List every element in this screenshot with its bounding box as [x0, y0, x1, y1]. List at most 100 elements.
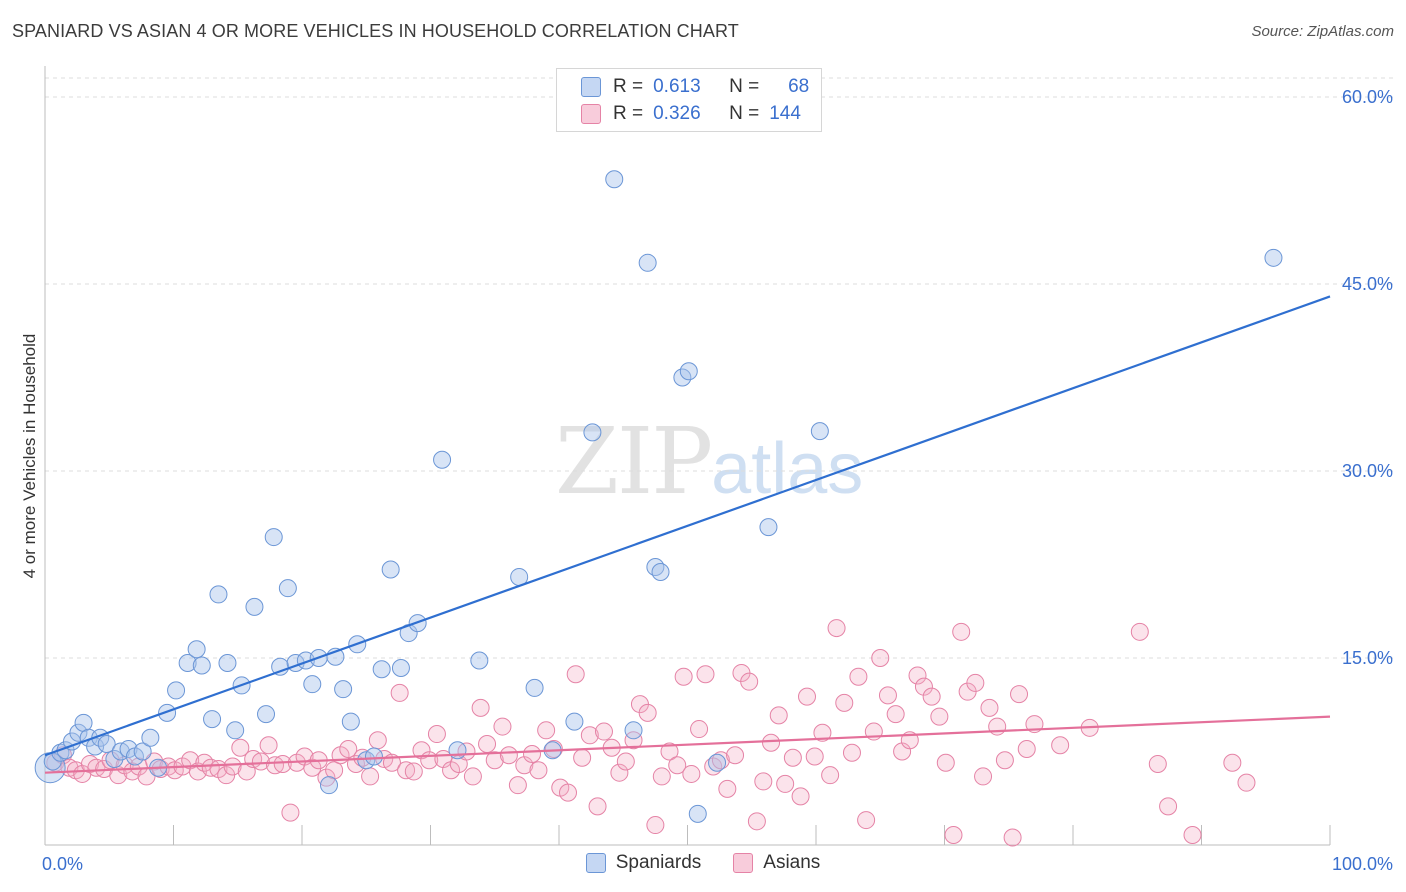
legend-item-asians[interactable]: Asians — [733, 852, 820, 874]
spaniard-point — [271, 657, 290, 676]
asian-point — [674, 667, 693, 686]
spaniard-point — [209, 585, 228, 604]
spaniard-point — [448, 741, 467, 760]
spaniard-point — [278, 579, 297, 598]
x-tick-label: 0.0% — [42, 854, 83, 874]
legend-r-value: 0.613 — [653, 76, 701, 97]
asian-point — [914, 677, 933, 696]
asian-point — [259, 736, 278, 755]
asian-point — [523, 744, 542, 763]
asian-point — [537, 721, 556, 740]
asian-point — [682, 764, 701, 783]
asian-point — [690, 720, 709, 739]
asian-point — [471, 698, 490, 717]
asian-point — [878, 686, 897, 705]
legend-swatch-asians — [581, 104, 601, 124]
asian-point — [871, 649, 890, 667]
legend-n-value: 68 — [788, 76, 810, 97]
asian-point — [646, 816, 665, 835]
asian-point — [835, 693, 854, 712]
asian-point — [1148, 754, 1167, 773]
asian-point — [281, 803, 300, 822]
spaniard-point — [605, 170, 624, 189]
asian-point — [936, 753, 955, 772]
asian-point — [390, 683, 409, 702]
asian-point — [776, 774, 795, 793]
asian-point — [624, 731, 643, 750]
asian-point — [769, 706, 788, 725]
legend-row-asians: R = 0.326 N = 144 — [581, 101, 809, 127]
spaniard-point — [226, 721, 245, 740]
legend-n-value: 144 — [769, 103, 801, 124]
spaniard-point — [679, 362, 698, 381]
asian-point — [1130, 622, 1149, 641]
asian-point — [922, 687, 941, 706]
spaniard-point — [708, 753, 727, 772]
asian-point — [740, 672, 759, 691]
asian-point — [849, 667, 868, 686]
asian-point — [463, 767, 482, 786]
spaniard-point — [303, 675, 322, 694]
asian-point — [660, 742, 679, 761]
asian-point — [273, 754, 292, 773]
asian-point — [361, 767, 380, 786]
spaniard-point — [565, 712, 584, 731]
asian-point — [1223, 753, 1242, 772]
asian-point — [580, 726, 599, 745]
watermark-zip: ZIP — [555, 408, 713, 515]
gridlines — [45, 77, 1394, 659]
legend-row-spaniards: R = 0.613 N = 68 — [581, 74, 809, 100]
spaniard-point — [245, 597, 264, 616]
asian-point — [791, 787, 810, 806]
spaniard-point — [688, 804, 707, 823]
asian-point — [988, 717, 1007, 736]
spaniards-label: Spaniards — [615, 852, 702, 873]
spaniard-point — [334, 680, 353, 699]
spaniard-point — [810, 422, 829, 441]
asian-point — [1051, 736, 1070, 755]
asian-point — [427, 725, 446, 744]
asian-point — [485, 751, 504, 770]
spaniard-point — [192, 656, 211, 675]
asian-point — [798, 687, 817, 706]
asian-point — [930, 707, 949, 726]
asian-point — [558, 783, 577, 802]
asian-point — [827, 619, 846, 638]
spaniard-point — [97, 735, 116, 754]
asian-point — [652, 767, 671, 786]
asian-point — [1010, 685, 1029, 704]
asian-point — [1003, 828, 1022, 847]
asian-point — [995, 751, 1014, 770]
asian-point — [404, 762, 423, 781]
legend-item-spaniards[interactable]: Spaniards — [585, 852, 702, 874]
asian-point — [508, 776, 527, 795]
asian-point — [813, 723, 832, 742]
spaniard-point — [264, 528, 283, 547]
legend-n-label: N = — [729, 103, 760, 124]
spaniard-point — [651, 562, 670, 581]
spaniard-point — [646, 557, 665, 576]
asian-point — [223, 757, 242, 776]
spaniard-point — [133, 742, 152, 761]
asians-swatch — [733, 853, 754, 873]
asian-point — [886, 705, 905, 724]
asian-point — [821, 766, 840, 785]
asian-point — [1183, 826, 1202, 845]
spaniards-trend-line — [44, 295, 1331, 757]
asian-point — [412, 741, 431, 760]
asian-point — [1017, 740, 1036, 759]
legend-r-value: 0.326 — [653, 103, 701, 124]
asian-point — [747, 812, 766, 831]
asian-point — [368, 731, 387, 750]
spaniard-point — [69, 723, 88, 742]
asian-point — [87, 758, 106, 777]
asian-point — [754, 772, 773, 791]
legend-r-label: R = — [613, 103, 644, 124]
spaniard-point — [1264, 248, 1283, 267]
asian-point — [251, 752, 270, 771]
spaniard-point — [433, 450, 452, 469]
legend-swatch-spaniards — [581, 77, 601, 97]
correlation-legend: R = 0.613 N = 68 R = 0.326 N = 144 — [556, 68, 822, 132]
asian-point — [1237, 773, 1256, 792]
